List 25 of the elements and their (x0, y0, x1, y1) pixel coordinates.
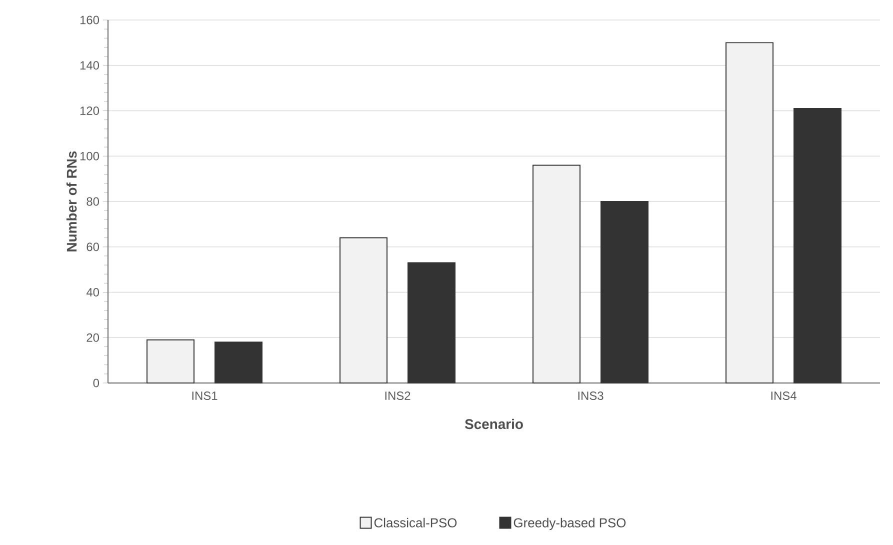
y-tick-label: 20 (86, 333, 100, 342)
y-axis-title: Number of RNs (66, 151, 77, 252)
y-tick-label: 120 (80, 106, 100, 115)
x-tick-label: INS2 (385, 392, 410, 400)
y-tick-label: 80 (86, 197, 100, 206)
bar (532, 164, 581, 384)
y-tick-label: 0 (93, 378, 100, 388)
y-tick-label: 140 (80, 61, 100, 70)
y-tick-label: 160 (80, 16, 100, 24)
legend-label: Classical-PSO (374, 518, 457, 528)
x-tick-label: INS3 (578, 392, 604, 400)
x-tick-label: INS1 (192, 392, 218, 400)
bar (794, 108, 842, 384)
bar (600, 201, 649, 384)
bar (340, 237, 388, 384)
x-axis-title: Scenario (464, 418, 523, 430)
legend-label: Greedy-based PSO (514, 518, 626, 530)
bar (214, 342, 262, 384)
bar (408, 262, 456, 384)
x-tick-label: INS4 (771, 392, 796, 400)
y-tick-label: 40 (86, 288, 100, 296)
bar (726, 42, 774, 384)
bar (146, 339, 194, 384)
y-tick-label: 60 (86, 242, 100, 252)
y-tick-label: 100 (80, 152, 100, 160)
